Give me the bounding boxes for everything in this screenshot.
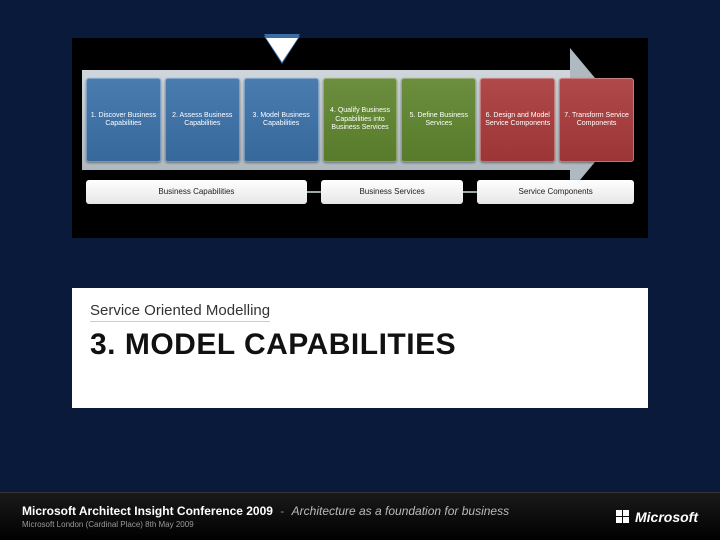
group-1: Business Capabilities <box>86 180 307 204</box>
step-3: 3. Model Business Capabilities <box>244 78 319 162</box>
subtitle: Service Oriented Modelling <box>90 302 270 322</box>
step-5: 5. Define Business Services <box>401 78 476 162</box>
footer-location: Microsoft London (Cardinal Place) 8th Ma… <box>22 520 509 529</box>
step-2: 2. Assess Business Capabilities <box>165 78 240 162</box>
footer-left: Microsoft Architect Insight Conference 2… <box>22 504 509 529</box>
step-7: 7. Transform Service Components <box>559 78 634 162</box>
step-4: 4. Qualify Business Capabilities into Bu… <box>323 78 398 162</box>
groups-row: Business Capabilities Business Services Se… <box>86 180 634 210</box>
group-2: Business Services <box>321 180 464 204</box>
step-6: 6. Design and Model Service Components <box>480 78 555 162</box>
logo-text: Microsoft <box>635 509 698 525</box>
footer-main: Microsoft Architect Insight Conference 2… <box>22 504 509 518</box>
footer-bar: Microsoft Architect Insight Conference 2… <box>0 492 720 540</box>
steps-row: 1. Discover Business Capabilities2. Asse… <box>86 78 634 162</box>
title-block: Service Oriented Modelling 3. MODEL CAPA… <box>72 288 648 408</box>
microsoft-logo: Microsoft <box>616 509 698 525</box>
process-diagram: 1. Discover Business Capabilities2. Asse… <box>72 38 648 238</box>
slide-title: 3. MODEL CAPABILITIES <box>90 328 630 362</box>
footer-separator: - <box>280 504 284 518</box>
group-connector-icon <box>307 180 321 204</box>
logo-squares-icon <box>616 510 629 523</box>
step-1: 1. Discover Business Capabilities <box>86 78 161 162</box>
group-connector-icon <box>463 180 477 204</box>
footer-conference: Microsoft Architect Insight Conference 2… <box>22 504 273 518</box>
group-3: Service Components <box>477 180 634 204</box>
pointer-icon <box>266 38 298 62</box>
footer-tagline: Architecture as a foundation for busines… <box>292 504 509 518</box>
